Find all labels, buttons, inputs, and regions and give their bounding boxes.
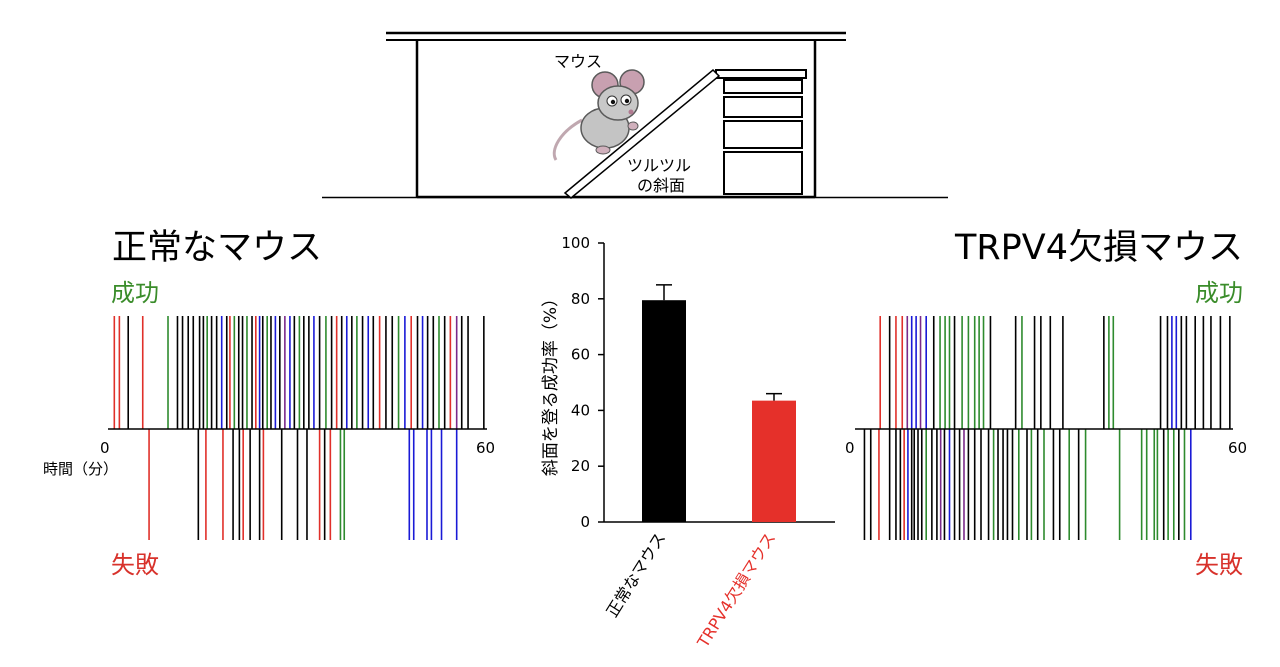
drawer-stack xyxy=(715,69,807,195)
slippery-slope xyxy=(563,68,721,199)
right-axis-end-label: 60 xyxy=(1228,439,1247,457)
left-raster-plot xyxy=(113,316,485,540)
bar-y-tick-label-5: 100 xyxy=(561,234,590,252)
bar-y-tick-label-1: 20 xyxy=(571,457,590,475)
left-axis-unit-label: 時間（分） xyxy=(43,460,118,478)
slope-label-line2: の斜面 xyxy=(637,176,685,195)
left-panel-title: 正常なマウス xyxy=(112,228,322,268)
slope-label-line1: ツルツル xyxy=(627,156,691,175)
bar-1 xyxy=(752,400,796,522)
mouse-label: マウス xyxy=(554,52,602,71)
right-axis-start-label: 0 xyxy=(845,439,855,457)
left-axis-end-label: 60 xyxy=(476,439,495,457)
bar-y-tick-label-4: 80 xyxy=(571,290,590,308)
right-panel-title: TRPV4欠損マウス xyxy=(954,228,1243,268)
left-axis-start-label: 0 xyxy=(100,439,110,457)
mouse-icon xyxy=(552,69,645,161)
right-raster-plot xyxy=(863,316,1231,540)
cage-diagram: マウス ツルツル の斜面 xyxy=(322,31,948,199)
bar-y-ticks: 0 20 40 60 80 100 xyxy=(561,234,604,531)
bar-category-label-trpv4: TRPV4欠損マウス xyxy=(693,529,779,652)
bar-y-tick-label-0: 0 xyxy=(580,513,590,531)
bar-category-label-normal: 正常なマウス xyxy=(602,529,669,620)
success-rate-bar-chart: 0 20 40 60 80 100 斜面を登る成功率（%） 正常なマウス TRPV4欠損マ… xyxy=(541,234,835,652)
bar-y-tick-label-3: 60 xyxy=(571,346,590,364)
bar-y-axis-label: 斜面を登る成功率（%） xyxy=(541,290,561,476)
bar-marks xyxy=(642,284,796,522)
right-panel: TRPV4欠損マウス 成功 失敗 0 60 xyxy=(845,228,1247,579)
left-failure-label: 失敗 xyxy=(111,551,159,579)
left-panel: 正常なマウス 成功 失敗 0 60 時間（分） xyxy=(43,228,495,579)
left-success-label: 成功 xyxy=(111,279,159,307)
bar-0 xyxy=(642,300,686,522)
right-success-label: 成功 xyxy=(1195,279,1243,307)
right-failure-label: 失敗 xyxy=(1195,551,1243,579)
bar-y-tick-label-2: 40 xyxy=(571,401,590,419)
